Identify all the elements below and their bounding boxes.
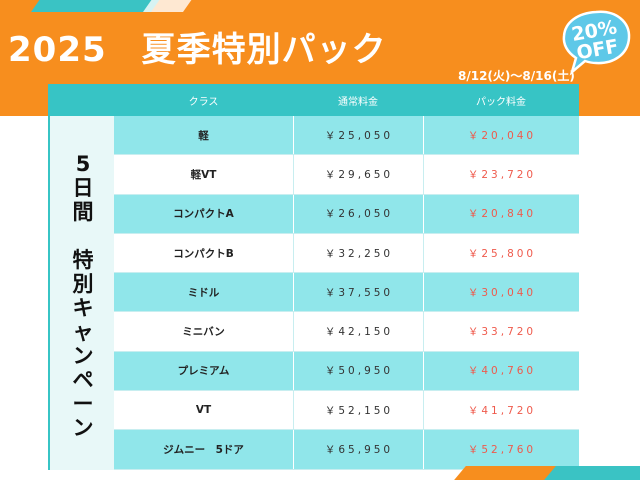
- class-cell: ミドル: [187, 286, 220, 299]
- class-cell: プレミアム: [177, 365, 230, 378]
- pack-price-cell: ￥23,720: [423, 155, 580, 194]
- regular-price-cell: ￥26,050: [293, 194, 424, 233]
- table-row: 軽 ￥25,050 ￥20,040: [114, 116, 580, 156]
- side-char: ン: [72, 416, 94, 440]
- regular-price-cell: ￥32,250: [293, 233, 424, 273]
- pack-price-cell: ￥41,720: [423, 391, 580, 430]
- side-char: ー: [72, 392, 94, 416]
- table-row: VT ￥52,150 ￥41,720: [114, 391, 580, 431]
- side-char: キ: [72, 296, 94, 320]
- class-cell: コンパクトA: [173, 208, 234, 221]
- discount-badge: 20% OFF: [558, 6, 634, 76]
- regular-price-cell: ￥52,150: [293, 391, 424, 430]
- pack-price-cell: ￥40,760: [423, 351, 580, 391]
- table-row: プレミアム ￥50,950 ￥40,760: [114, 351, 580, 392]
- side-char: 別: [72, 272, 94, 296]
- regular-price-cell: ￥37,550: [293, 273, 424, 312]
- table-header: クラス 通常料金 パック料金: [48, 84, 579, 116]
- campaign-side-label: 5 日 間 特 別 キ ャ ン ペ ー ン: [48, 116, 114, 470]
- decorative-stripe-accent: [142, 0, 198, 12]
- class-cell: 軽: [198, 129, 209, 142]
- campaign-period: 8/12(火)〜8/16(土): [458, 69, 575, 83]
- table-row: ミドル ￥37,550 ￥30,040: [114, 273, 580, 313]
- side-char: ン: [72, 344, 94, 368]
- pack-price-cell: ￥52,760: [423, 430, 580, 469]
- speech-bubble-icon: [562, 10, 631, 76]
- side-char: 5: [75, 152, 91, 176]
- class-cell: ジムニー 5ドア: [163, 444, 244, 457]
- side-char: 間: [72, 200, 94, 224]
- side-char: ャ: [72, 320, 94, 344]
- side-char: 特: [72, 248, 94, 272]
- class-cell: コンパクトB: [173, 247, 234, 260]
- table-row: コンパクトB ￥32,250 ￥25,800: [114, 233, 580, 274]
- decorative-corner: [454, 466, 640, 480]
- header-class: クラス: [188, 96, 219, 108]
- regular-price-cell: ￥25,050: [293, 116, 424, 155]
- pack-price-cell: ￥20,840: [423, 194, 580, 233]
- table-row: ジムニー 5ドア ￥65,950 ￥52,760: [114, 430, 580, 470]
- side-char: ペ: [72, 368, 94, 392]
- pack-price-cell: ￥20,040: [423, 116, 580, 155]
- table-row: 軽VT ￥29,650 ￥23,720: [114, 155, 580, 195]
- table-body: 軽 ￥25,050 ￥20,040 軽VT ￥29,650 ￥23,720 コン…: [114, 116, 579, 470]
- badge-off-label: OFF: [574, 35, 621, 65]
- regular-price-cell: ￥29,650: [293, 155, 424, 194]
- table-row: ミニバン ￥42,150 ￥33,720: [114, 312, 580, 352]
- header-pack-price: パック料金: [476, 96, 526, 108]
- class-cell: VT: [195, 404, 212, 417]
- header-regular-price: 通常料金: [338, 96, 378, 108]
- page-title: 2025 夏季特別パック: [8, 30, 387, 70]
- pack-price-cell: ￥30,040: [423, 273, 580, 312]
- table-row: コンパクトA ￥26,050 ￥20,840: [114, 194, 580, 234]
- pack-price-cell: ￥33,720: [423, 312, 580, 351]
- regular-price-cell: ￥42,150: [293, 312, 424, 351]
- side-char: 日: [72, 176, 94, 200]
- regular-price-cell: ￥65,950: [293, 430, 424, 469]
- class-cell: ミニバン: [182, 326, 225, 339]
- class-cell: 軽VT: [190, 168, 217, 181]
- regular-price-cell: ￥50,950: [293, 351, 424, 391]
- pack-price-cell: ￥25,800: [423, 233, 580, 273]
